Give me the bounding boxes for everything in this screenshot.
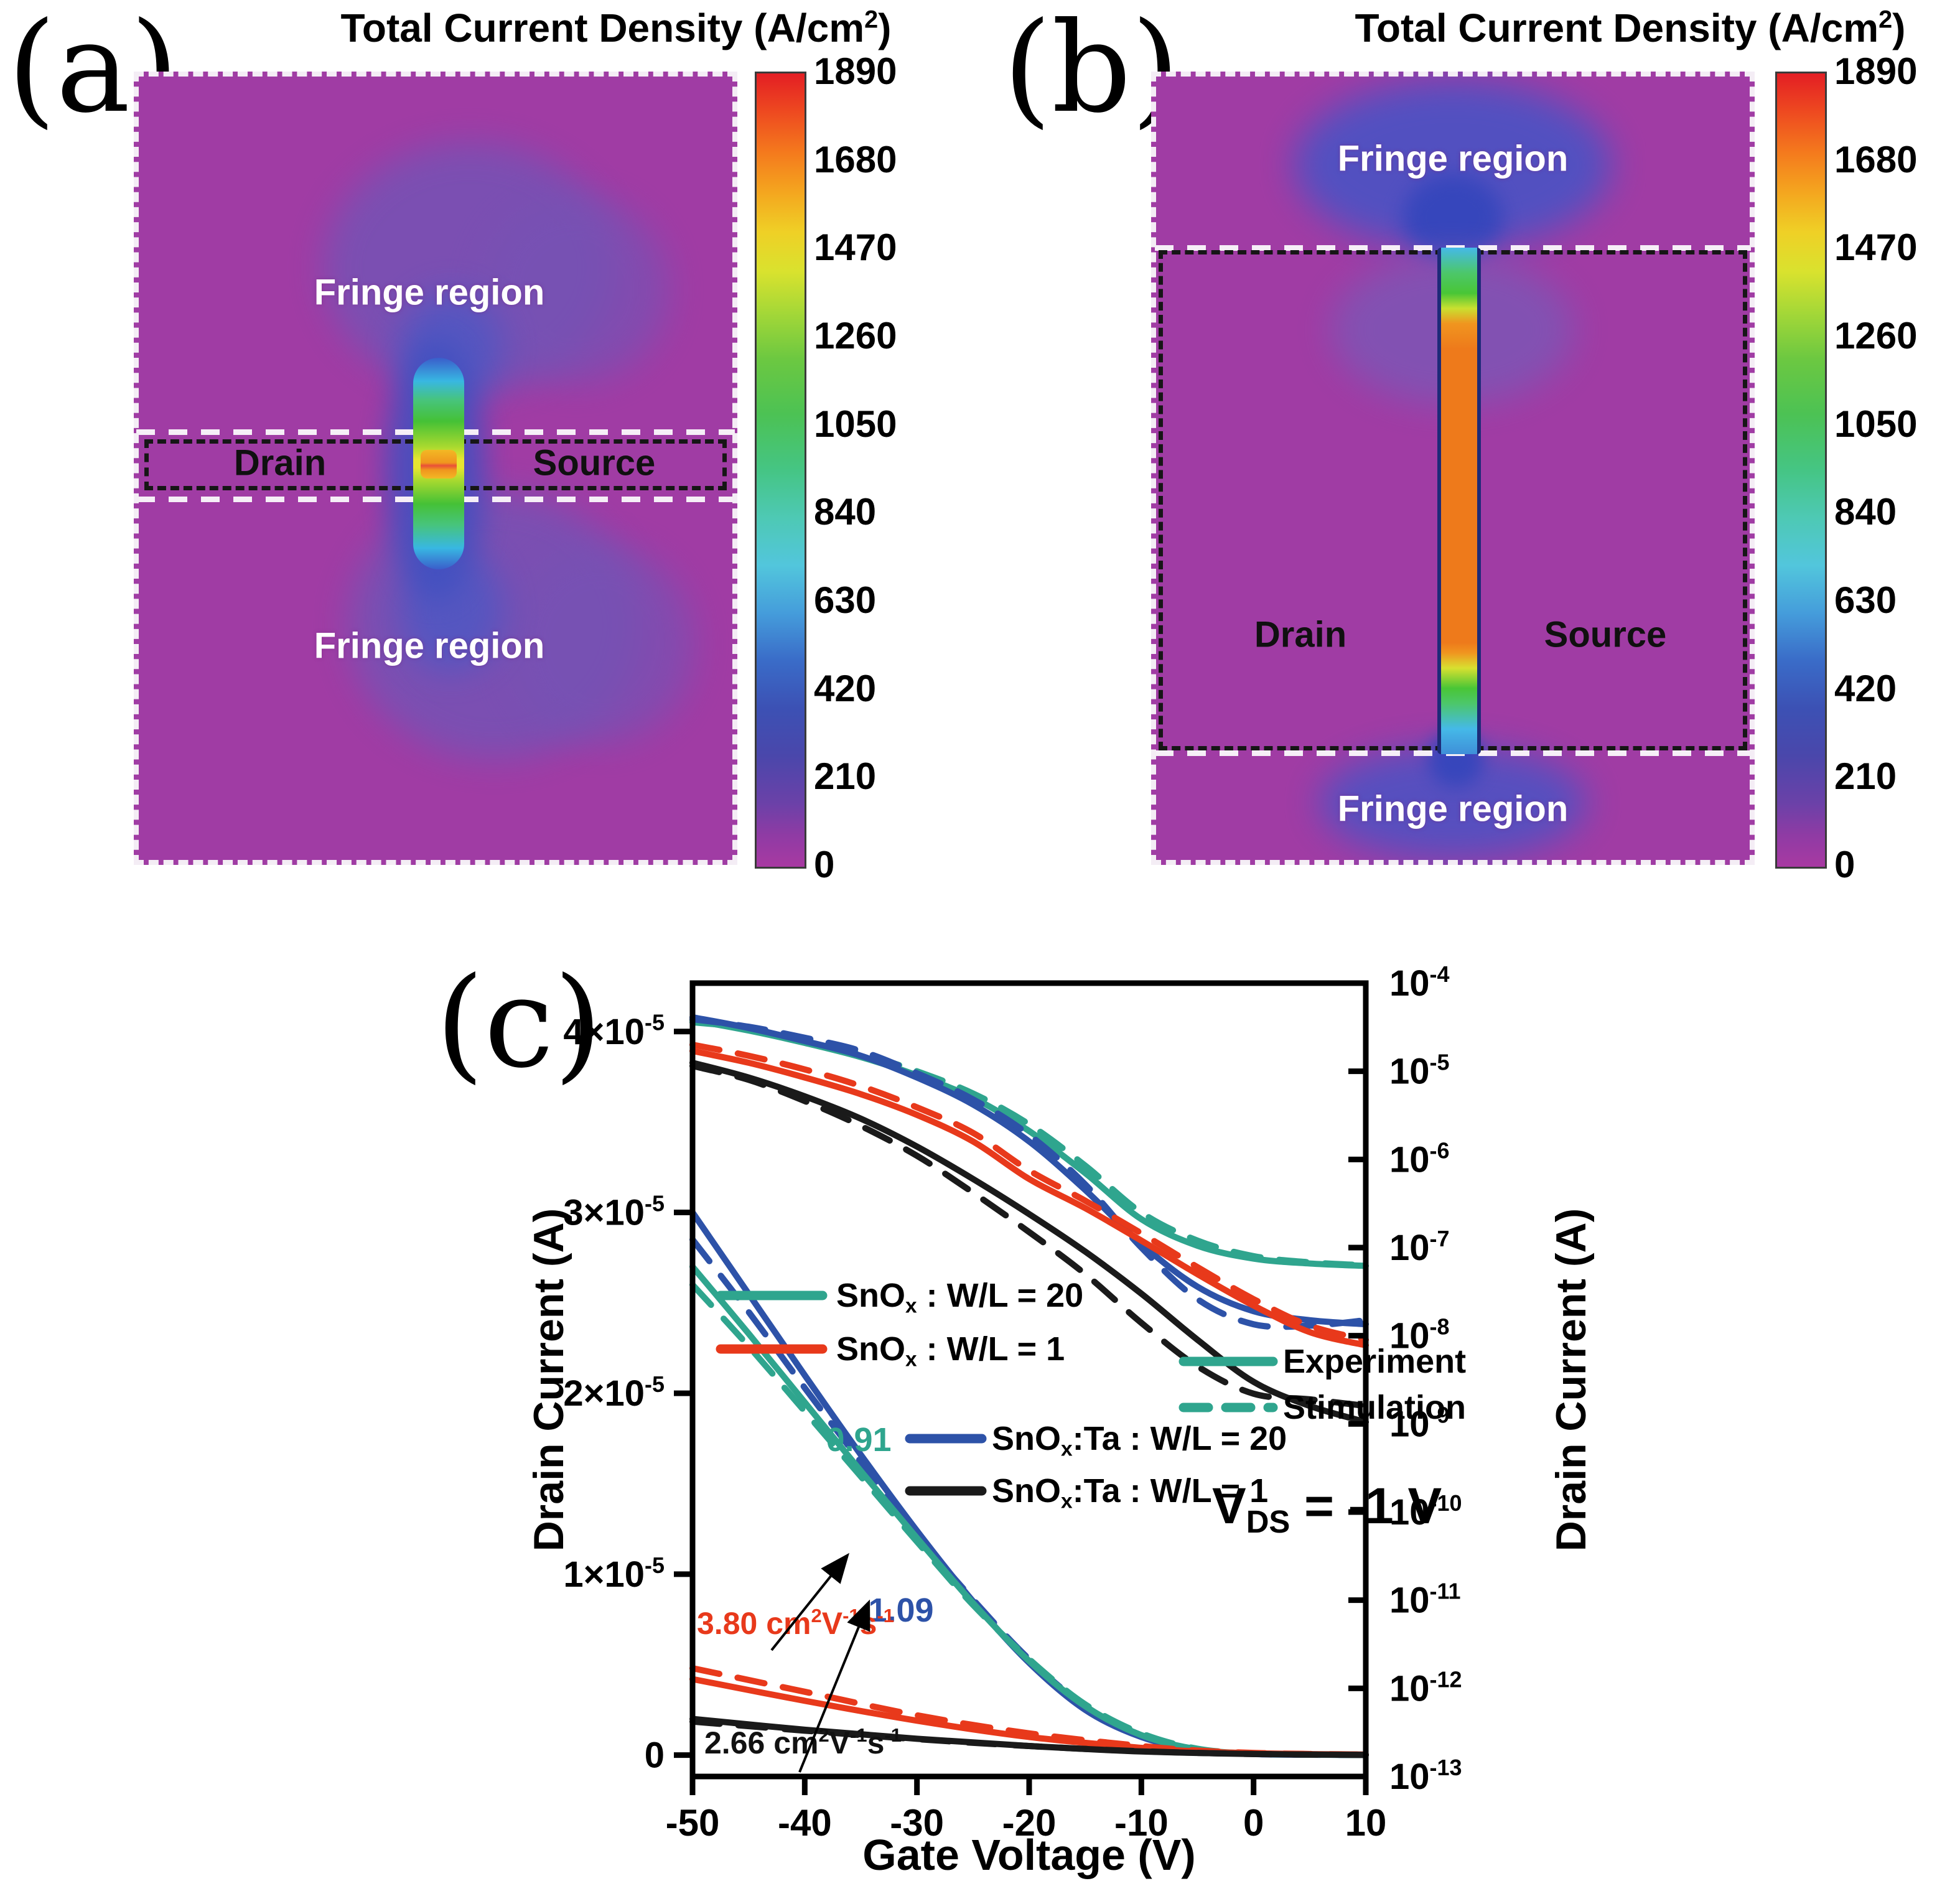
panel-a-fringe-top-label: Fringe region [314, 272, 545, 313]
svg-text:Gate Voltage (V): Gate Voltage (V) [862, 1831, 1195, 1879]
svg-text:SnOx : W/L = 1: SnOx : W/L = 1 [836, 1330, 1065, 1371]
colorbar-tick-label: 1890 [1834, 50, 1918, 92]
svg-text:10-10: 10-10 [1389, 1490, 1462, 1533]
svg-text:-20: -20 [1002, 1802, 1057, 1844]
svg-text:10-9: 10-9 [1389, 1402, 1449, 1444]
panel-b-colorbar [1775, 72, 1827, 869]
panel-b-heatmap: Fringe region Drain Source Fringe region [1151, 72, 1755, 865]
svg-text:10-8: 10-8 [1389, 1314, 1449, 1356]
panel-a-heatmap: Fringe region Drain Source Fringe region [134, 72, 737, 865]
svg-text:0: 0 [1243, 1802, 1264, 1844]
panel-a-title: Total Current Density (A/cm2) [340, 6, 892, 50]
colorbar-tick-label: 0 [814, 844, 835, 885]
svg-text:10-4: 10-4 [1389, 961, 1449, 1004]
colorbar-tick-label: 1890 [814, 50, 897, 92]
svg-text:3.80 cm2V-1s-1: 3.80 cm2V-1s-1 [697, 1605, 894, 1641]
colorbar-tick-label: 630 [1834, 579, 1897, 621]
colorbar-tick-label: 1260 [814, 315, 897, 357]
legend-styles: Experiment Stimulation [1178, 1343, 1466, 1426]
svg-text:10-11: 10-11 [1389, 1579, 1461, 1621]
svg-text:Stimulation: Stimulation [1283, 1389, 1466, 1426]
colorbar-tick-label: 1680 [814, 138, 897, 180]
series-snoxta-wl20-stimulation-log [689, 1015, 1369, 1330]
series-snoxta-wl1-experiment-log [689, 1059, 1369, 1426]
colorbar-tick-label: 0 [1834, 844, 1855, 885]
panel-a-source-label: Source [533, 442, 656, 483]
colorbar-tick-label: 630 [814, 579, 877, 621]
svg-text:Experiment: Experiment [1283, 1343, 1466, 1380]
panel-b-drain-label: Drain [1254, 614, 1347, 655]
svg-text:3×10-5: 3×10-5 [563, 1190, 665, 1233]
svg-text:2.66 cm2V-1s-1: 2.66 cm2V-1s-1 [704, 1724, 902, 1760]
series-snoxta-wl20-experiment-log [689, 1014, 1369, 1328]
panel-b-fringe-top-label: Fringe region [1337, 138, 1569, 179]
colorbar-tick-label: 1680 [1834, 138, 1918, 180]
colorbar-tick-label: 1260 [1834, 315, 1918, 357]
colorbar-tick-label: 1050 [1834, 403, 1918, 445]
svg-text:-50: -50 [666, 1802, 720, 1844]
panel-a-drain-label: Drain [233, 442, 327, 483]
svg-text:VDS = -1 V: VDS = -1 V [1212, 1478, 1442, 1539]
colorbar-tick-label: 210 [814, 755, 877, 798]
panel-a-colorbar [755, 72, 806, 869]
series [689, 1014, 1369, 1758]
series-snoxta-wl1-stimulation-log [689, 1063, 1369, 1409]
svg-text:10: 10 [1345, 1802, 1387, 1844]
svg-text:10-13: 10-13 [1389, 1755, 1462, 1797]
legend-devices: SnOx : W/L = 20 SnOx : W/L = 1 SnOx:Ta : W… [716, 1277, 1287, 1513]
colorbar-tick-label: 840 [1834, 491, 1897, 533]
svg-text:-10: -10 [1114, 1802, 1169, 1844]
colorbar-tick-label: 420 [814, 667, 877, 709]
colorbar-tick-label: 840 [814, 491, 877, 533]
annotation-arrows [770, 1552, 870, 1773]
svg-text:2×10-5: 2×10-5 [563, 1371, 665, 1414]
svg-text:Drain Current (A): Drain Current (A) [1547, 1208, 1595, 1552]
fringe-blob-bottom-2 [507, 544, 694, 744]
svg-text:4×10-5: 4×10-5 [563, 1010, 665, 1052]
right-axis: 10-4 10-5 10-6 10-7 10-8 10-9 10-10 10-11 10-12 1… [1348, 961, 1595, 1797]
left-axis: 0 1×10-5 2×10-5 3×10-5 4×10-5 Drain Current (… [525, 1010, 693, 1776]
series-snoxta-wl1-stimulation-linear [689, 1718, 1369, 1758]
panel-b-title: Total Current Density (A/cm2) [1355, 6, 1906, 50]
x-axis: -50 -40 -30 -20 -10 0 10 Gate Voltage (V) [666, 1776, 1387, 1879]
svg-text:0: 0 [645, 1735, 665, 1776]
channel-hotspot-core [421, 450, 457, 479]
panel-b-letter: (b) [1003, 0, 1180, 141]
colorbar-tick-label: 1050 [814, 403, 897, 445]
annotations: VDS = -1 V 0.91 1.093.80 cm2V-1s-1 2.66 cm2… [697, 1421, 1442, 1760]
colorbar-tick-label: 1470 [1834, 226, 1918, 269]
channel-hotspot [413, 358, 464, 569]
svg-text:-40: -40 [778, 1802, 832, 1844]
panel-b-colorbar-ticks: 1890 1680 1470 1260 1050 840 630 420 210 0 [1834, 50, 1960, 885]
panel-a-colorbar-ticks: 1890 1680 1470 1260 1050 840 630 420 210 0 [814, 50, 951, 885]
svg-text:SnOx:Ta : W/L = 1: SnOx:Ta : W/L = 1 [992, 1472, 1268, 1513]
svg-text:1.09: 1.09 [868, 1592, 933, 1629]
svg-text:-30: -30 [890, 1802, 944, 1844]
series-snox-wl1-stimulation-log [689, 1042, 1369, 1343]
panel-c-letter: (c) [436, 951, 603, 1096]
transfer-curve-chart: -50 -40 -30 -20 -10 0 10 Gate Voltage (V) 0 1×10-… [525, 961, 1595, 1879]
svg-text:SnOx:Ta : W/L = 20: SnOx:Ta : W/L = 20 [992, 1420, 1287, 1461]
svg-text:0.91: 0.91 [826, 1421, 891, 1459]
svg-text:10-7: 10-7 [1389, 1226, 1449, 1268]
colorbar-tick-label: 210 [1834, 755, 1897, 798]
svg-text:1×10-5: 1×10-5 [563, 1552, 665, 1595]
fringe-blob-top-2 [482, 196, 669, 383]
svg-text:SnOx : W/L = 20: SnOx : W/L = 20 [836, 1277, 1083, 1318]
panel-b-source-label: Source [1544, 614, 1667, 655]
svg-text:10-5: 10-5 [1389, 1050, 1449, 1092]
series-snox-wl1-experiment-log [689, 1048, 1369, 1348]
colorbar-tick-label: 1470 [814, 226, 897, 269]
svg-text:10-12: 10-12 [1389, 1666, 1462, 1709]
panel-a-fringe-bottom-label: Fringe region [314, 625, 545, 666]
panel-b-fringe-bottom-label: Fringe region [1337, 788, 1569, 829]
svg-text:Drain Current (A): Drain Current (A) [525, 1208, 572, 1552]
colorbar-tick-label: 420 [1834, 667, 1897, 709]
svg-text:10-6: 10-6 [1389, 1137, 1449, 1180]
channel-column [1437, 248, 1481, 754]
